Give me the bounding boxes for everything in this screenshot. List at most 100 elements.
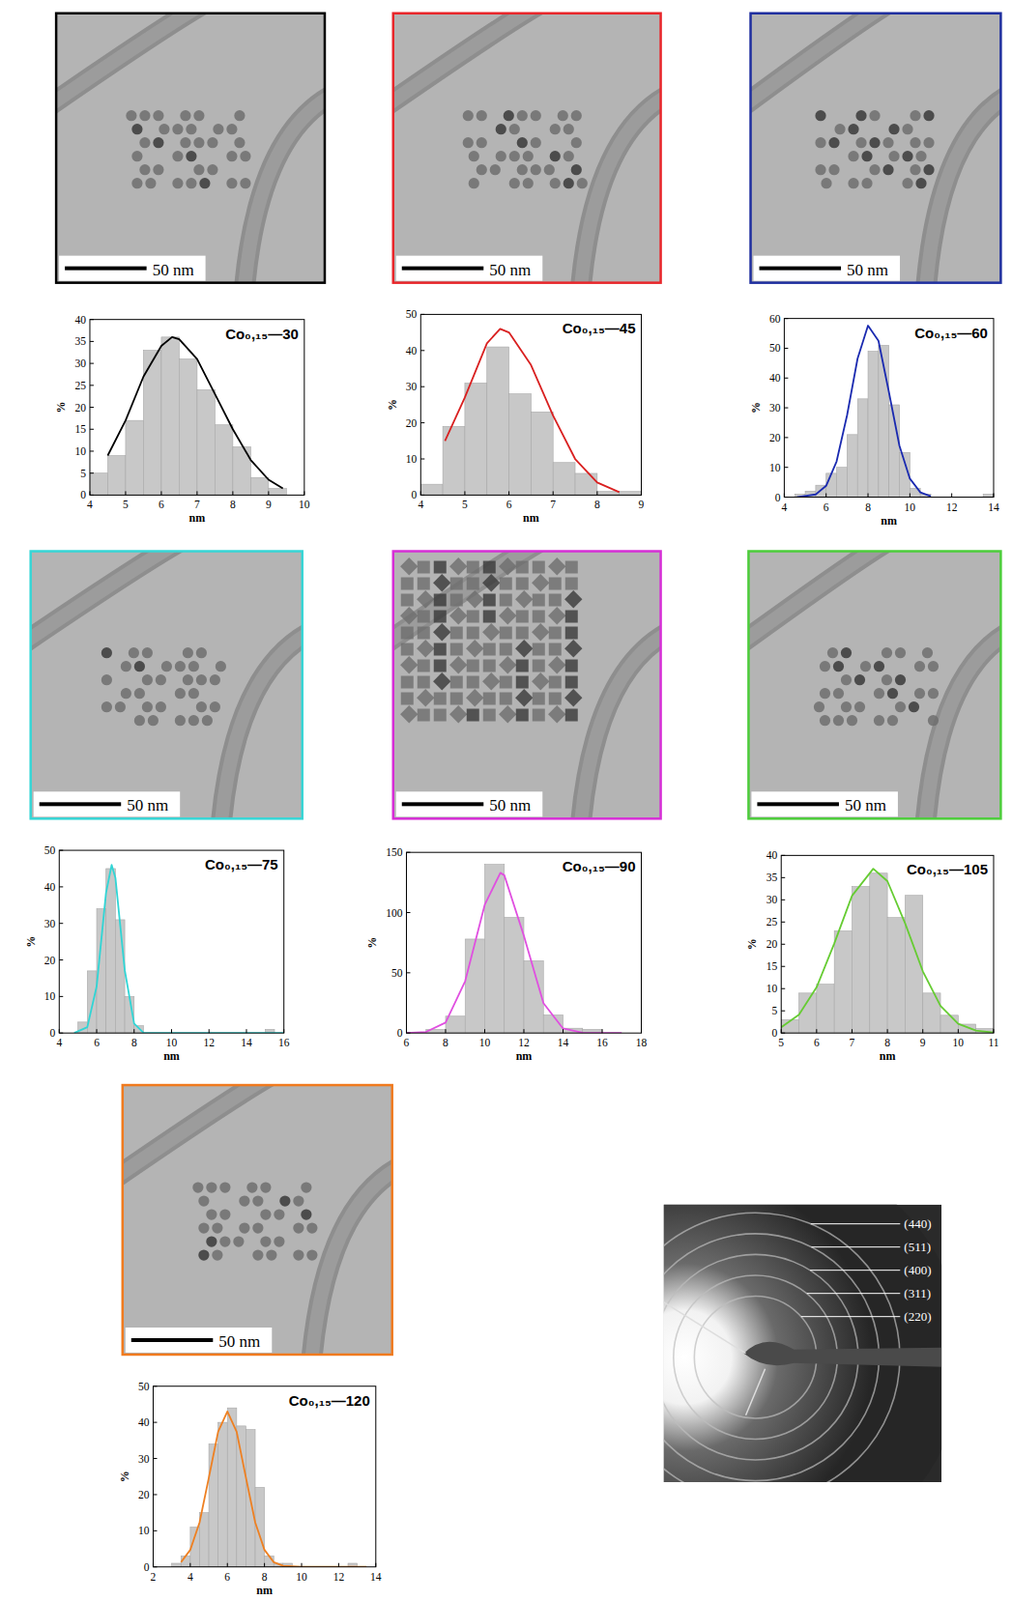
- particle: [449, 656, 467, 674]
- particle: [292, 1249, 304, 1261]
- x-tick-label: 10: [298, 498, 311, 511]
- particle: [226, 177, 237, 189]
- particle: [515, 639, 533, 658]
- x-tick: [231, 491, 233, 495]
- particle: [873, 715, 885, 726]
- x-tick-label: 8: [594, 498, 601, 511]
- x-tick: [245, 1029, 247, 1034]
- bar: [250, 477, 268, 495]
- x-tick: [189, 1563, 191, 1568]
- y-tick: [420, 422, 425, 424]
- particle: [192, 1182, 203, 1193]
- particle: [571, 110, 582, 121]
- histogram: 681012141618050100150nm%Co₀,₁₅—90: [365, 846, 647, 1064]
- leader-line: [810, 1246, 900, 1248]
- particle: [466, 610, 480, 624]
- y-tick-label: 15: [766, 960, 779, 973]
- bar: [530, 411, 553, 495]
- particle: [499, 627, 513, 640]
- particle: [530, 110, 542, 121]
- particle: [915, 150, 926, 162]
- y-tick: [780, 899, 785, 901]
- tem-content: [56, 13, 325, 284]
- particle: [206, 137, 218, 148]
- x-tick-label: 6: [823, 501, 830, 514]
- bar: [125, 420, 144, 495]
- carbon-film: [244, 93, 325, 283]
- plot-area: [794, 325, 994, 497]
- carbon-film: [393, 13, 541, 109]
- particle: [882, 137, 894, 148]
- y-tick-label: 40: [766, 849, 779, 862]
- particle: [888, 123, 899, 135]
- y-tick: [152, 1531, 157, 1533]
- x-tick-label: 18: [636, 1037, 648, 1049]
- particle: [252, 1249, 263, 1261]
- particle: [196, 701, 207, 713]
- particle: [565, 709, 579, 723]
- y-tick-label: 10: [74, 445, 87, 458]
- plot-area: [780, 868, 994, 1034]
- y-tick-label: 35: [74, 335, 87, 347]
- x-tick-label: 14: [987, 501, 1000, 514]
- x-tick-label: 6: [813, 1037, 820, 1049]
- particle: [828, 164, 839, 175]
- y-tick: [152, 1566, 157, 1568]
- tem-image: 50 nm: [383, 3, 671, 293]
- chart-title: Co₀,₁₅—90: [562, 858, 637, 875]
- x-tick-label: 6: [93, 1037, 100, 1049]
- carbon-film: [393, 551, 541, 646]
- y-tick-label: 30: [766, 894, 779, 906]
- scale-bar-line: [756, 802, 839, 807]
- particle: [868, 164, 880, 175]
- particle: [563, 150, 575, 162]
- image-frame: [748, 551, 1001, 820]
- y-tick: [783, 496, 788, 498]
- tem-image: 50 nm: [741, 3, 1012, 293]
- particle: [260, 1209, 271, 1220]
- particle: [279, 1195, 290, 1207]
- particle: [814, 137, 826, 148]
- particle: [466, 578, 480, 591]
- carbon-film: [244, 93, 325, 283]
- x-tick-label: 4: [781, 501, 788, 514]
- bar: [940, 1015, 958, 1034]
- x-tick: [196, 491, 198, 495]
- particle: [483, 693, 496, 706]
- particle: [549, 594, 562, 608]
- particle: [147, 715, 159, 726]
- x-tick: [780, 1029, 782, 1034]
- x-tick-label: 9: [638, 498, 645, 511]
- plot-frame: [420, 314, 641, 495]
- particle: [198, 1222, 209, 1234]
- particle: [549, 643, 562, 657]
- particle: [101, 647, 113, 659]
- image-frame: [30, 551, 303, 820]
- image-frame: [751, 13, 1002, 284]
- image-frame: [393, 13, 662, 284]
- bar: [826, 473, 838, 498]
- particle: [401, 578, 414, 591]
- particle: [142, 674, 153, 686]
- x-tick-label: 9: [265, 498, 272, 511]
- particle: [466, 627, 480, 640]
- particle: [139, 137, 150, 148]
- particle: [466, 561, 480, 575]
- particle: [923, 164, 934, 175]
- bar: [887, 918, 905, 1034]
- particle: [548, 656, 566, 674]
- particle: [532, 561, 546, 575]
- y-tick-label: 0: [411, 489, 418, 501]
- x-tick-label: 4: [86, 498, 93, 511]
- scale-bar-line: [39, 802, 122, 807]
- y-tick-label: 0: [80, 489, 87, 501]
- y-tick: [780, 877, 785, 879]
- particle: [142, 647, 153, 659]
- x-tick: [133, 1029, 135, 1034]
- y-tick-label: 15: [74, 423, 87, 435]
- ring-label: (220): [903, 1309, 931, 1325]
- particle: [490, 164, 501, 175]
- y-tick-label: 30: [74, 357, 87, 370]
- y-tick: [58, 996, 63, 998]
- x-tick-label: 7: [194, 498, 201, 511]
